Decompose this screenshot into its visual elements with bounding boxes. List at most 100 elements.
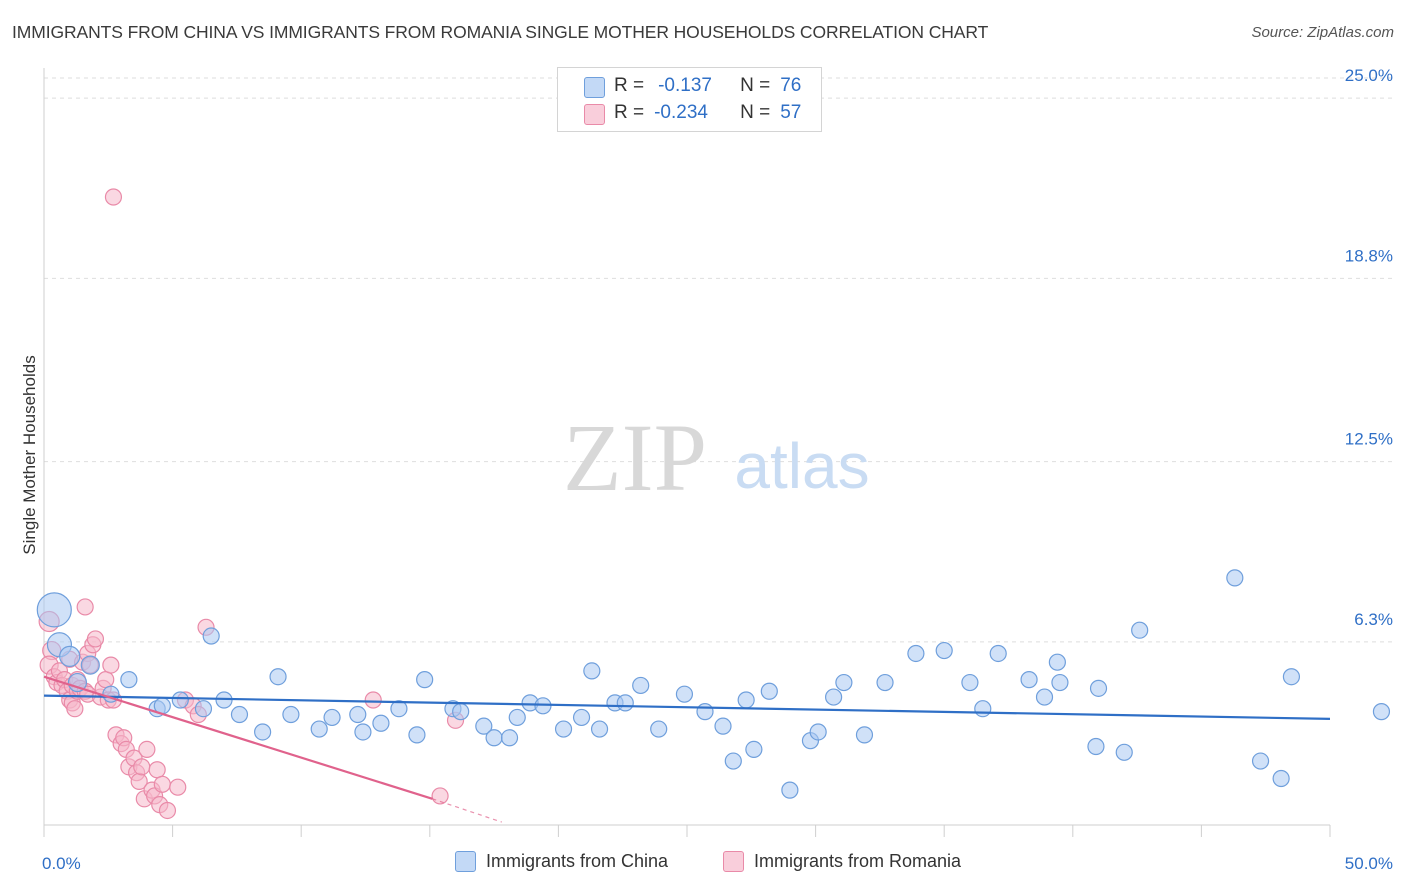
china-point xyxy=(554,720,573,738)
china-point xyxy=(737,691,755,709)
source-label: Source: ZipAtlas.com xyxy=(1251,24,1394,41)
china-point xyxy=(1020,671,1038,689)
romania-point xyxy=(133,758,151,776)
china-point xyxy=(390,700,408,718)
china-point xyxy=(1372,703,1391,721)
china-point xyxy=(354,723,372,741)
china-point xyxy=(835,673,853,692)
china-point xyxy=(855,726,874,744)
china-point xyxy=(590,720,609,738)
china-point xyxy=(171,691,189,709)
china-point xyxy=(1115,743,1133,761)
china-point xyxy=(1087,737,1105,756)
china-point xyxy=(1272,769,1290,788)
china-point xyxy=(80,655,100,675)
romania-points xyxy=(38,188,465,820)
china-point xyxy=(1048,653,1066,671)
y-tick-label: 18.8% xyxy=(1345,246,1393,265)
romania-point xyxy=(153,775,171,793)
china-point xyxy=(323,708,341,727)
china-point xyxy=(67,672,88,693)
x-tick-label: 50.0% xyxy=(1345,854,1393,873)
china-r-label: R = xyxy=(614,75,645,96)
x-tick-label: 0.0% xyxy=(42,854,81,873)
romania-swatch xyxy=(584,104,605,125)
romania-point xyxy=(148,761,166,779)
china-points xyxy=(36,569,1391,799)
axes xyxy=(43,68,1331,837)
china-point xyxy=(935,641,953,660)
china-point xyxy=(1089,679,1108,697)
china-point xyxy=(59,645,81,667)
romania-trend-line xyxy=(43,675,433,800)
china-point xyxy=(781,781,799,799)
china-r-value: -0.137 xyxy=(658,75,712,96)
romania-point xyxy=(104,188,123,206)
romania-stats-row: R = -0.234 N = 57 xyxy=(614,100,801,126)
china-point xyxy=(475,717,493,735)
romania-point xyxy=(158,801,177,820)
china-point xyxy=(745,740,763,759)
legend-china-label: Immigrants from China xyxy=(486,851,669,871)
tick-labels: 6.3% 12.5% 18.8% 25.0% 0.0% 50.0% xyxy=(42,66,1393,873)
china-point xyxy=(961,673,979,692)
romania-r-value: -0.234 xyxy=(654,102,708,123)
china-point xyxy=(269,668,287,686)
china-point xyxy=(825,688,843,706)
china-point xyxy=(372,714,390,732)
china-point xyxy=(1051,673,1069,692)
romania-point xyxy=(97,671,115,689)
china-point xyxy=(907,644,925,663)
china-point xyxy=(989,644,1007,663)
chart-title: IMMIGRANTS FROM CHINA VS IMMIGRANTS FROM… xyxy=(12,22,989,42)
china-trend-line xyxy=(43,694,1331,720)
china-point xyxy=(760,682,778,700)
watermark-atlas: atlas xyxy=(734,430,869,502)
china-point xyxy=(282,705,300,724)
china-point xyxy=(500,729,519,747)
romania-trend-extension xyxy=(432,798,503,823)
grid-lines xyxy=(44,77,1394,643)
romania-point xyxy=(169,778,187,796)
china-point xyxy=(650,720,668,738)
china-point xyxy=(616,694,634,712)
legend-romania-swatch xyxy=(723,851,744,872)
legend-item-china: Immigrants from China xyxy=(455,851,668,872)
china-point xyxy=(572,708,591,727)
china-point xyxy=(632,676,650,695)
watermark: ZIP atlas xyxy=(563,404,870,511)
china-point xyxy=(194,700,213,718)
china-point xyxy=(876,673,894,692)
china-point xyxy=(724,752,742,770)
china-point xyxy=(675,685,694,703)
china-point xyxy=(1226,569,1244,587)
china-point xyxy=(416,671,434,689)
china-point xyxy=(408,726,426,744)
watermark-zip: ZIP xyxy=(563,404,707,511)
china-point xyxy=(1131,621,1149,639)
china-point xyxy=(349,705,367,724)
china-point xyxy=(508,708,526,727)
china-swatch xyxy=(584,77,605,98)
y-tick-label: 6.3% xyxy=(1354,610,1393,629)
china-point xyxy=(696,703,714,721)
legend-china-swatch xyxy=(455,851,476,872)
china-stats-row: R = -0.137 N = 76 xyxy=(614,73,801,99)
china-point xyxy=(1035,688,1054,706)
china-point xyxy=(485,729,503,747)
china-point xyxy=(1282,668,1301,686)
romania-n-label: N = xyxy=(740,102,771,123)
china-point xyxy=(202,627,220,645)
china-point xyxy=(254,723,272,741)
romania-r-label: R = xyxy=(614,102,645,123)
china-point xyxy=(714,717,732,735)
romania-point xyxy=(66,700,84,718)
china-point xyxy=(452,703,470,721)
china-point xyxy=(583,662,601,680)
romania-point xyxy=(364,691,382,709)
trend-lines xyxy=(43,675,1331,823)
china-point xyxy=(1251,752,1270,770)
china-point xyxy=(36,592,72,628)
china-n-value: 76 xyxy=(780,75,802,96)
